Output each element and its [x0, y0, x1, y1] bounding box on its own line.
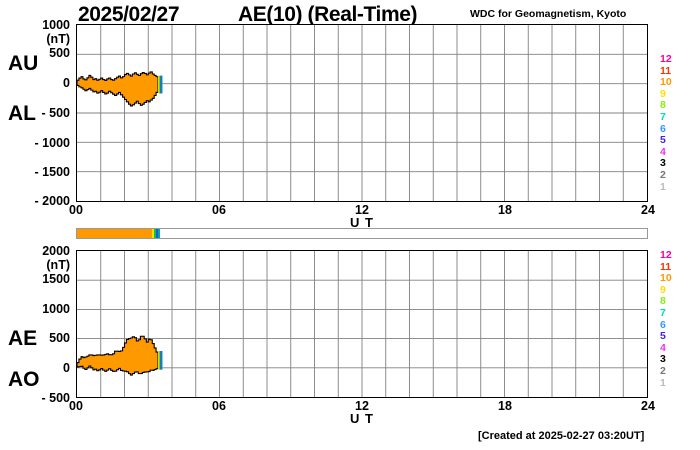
xtick-bot-24: 24: [641, 399, 655, 413]
coverage-segment-marker-yellow: [151, 229, 155, 238]
ytick-au-1000: 1000: [42, 18, 70, 32]
unit-label-top: (nT): [46, 32, 70, 46]
xtick-bot-12: 12: [355, 399, 369, 413]
ytick-au-m500: - 500: [41, 106, 71, 120]
legend-item-7: 7: [660, 306, 666, 319]
legend-item-5: 5: [660, 330, 666, 343]
legend-item-8: 8: [660, 99, 666, 112]
legend-item-9: 9: [660, 283, 666, 296]
legend-item-8: 8: [660, 295, 666, 308]
coverage-segment-marker-blue: [155, 229, 159, 238]
label-ae: AE: [8, 327, 38, 350]
ytick-ae-1000: 1000: [42, 302, 70, 316]
coverage-segment-empty: [160, 229, 647, 238]
xtick-top-06: 06: [212, 203, 226, 217]
legend-item-4: 4: [660, 145, 666, 158]
unit-label-bot: (nT): [46, 258, 70, 272]
ae-ao-plot-area: [76, 250, 648, 398]
legend-item-12: 12: [660, 53, 672, 65]
ytick-au-500: 500: [49, 46, 70, 60]
xtick-top-12: 12: [355, 203, 369, 217]
ytick-ae-500: 500: [49, 331, 70, 345]
chart-date: 2025/02/27: [78, 3, 180, 26]
coverage-segment-observed: [77, 229, 152, 238]
created-timestamp: [Created at 2025-02-27 03:20UT]: [478, 430, 645, 442]
legend-item-1: 1: [660, 376, 666, 389]
legend-item-4: 4: [660, 341, 666, 354]
xaxis-title-top: U T: [350, 215, 374, 230]
attribution-text: WDC for Geomagnetism, Kyoto: [470, 8, 627, 20]
xaxis-title-bot: U T: [350, 411, 374, 426]
legend-item-6: 6: [660, 318, 666, 331]
coverage-segment-marker-teal: [158, 229, 161, 238]
xtick-top-24: 24: [641, 203, 655, 217]
legend-item-10: 10: [660, 76, 672, 89]
legend-item-12: 12: [660, 249, 672, 261]
data-coverage-bar: [76, 228, 648, 239]
coverage-segment-marker-green: [154, 229, 156, 238]
au-al-grid: [77, 25, 647, 201]
ae-ao-grid: [77, 251, 647, 397]
ytick-ae-1500: 1500: [42, 272, 70, 286]
ytick-ae-m500: - 500: [41, 391, 71, 405]
legend-item-1: 1: [660, 180, 666, 193]
legend-item-11: 11: [660, 64, 672, 77]
xtick-bot-00: 00: [69, 399, 83, 413]
chart-title: AE(10) (Real-Time): [238, 3, 418, 26]
label-au: AU: [8, 52, 39, 75]
color-index-legend-bottom: 12 11 10 9 8 7 6 5 4 3 2 1: [660, 249, 682, 389]
ytick-ae-0: 0: [63, 361, 70, 375]
au-al-plot-area: [76, 24, 648, 202]
xtick-top-00: 00: [69, 203, 83, 217]
legend-item-7: 7: [660, 110, 666, 123]
label-al: AL: [8, 102, 36, 125]
legend-item-2: 2: [660, 364, 666, 377]
legend-item-2: 2: [660, 168, 666, 181]
ae-ao-trace: [77, 335, 163, 376]
legend-item-3: 3: [660, 353, 666, 366]
xtick-bot-06: 06: [212, 399, 226, 413]
legend-item-6: 6: [660, 122, 666, 135]
color-index-legend-top: 12 11 10 9 8 7 6 5 4 3 2 1: [660, 53, 682, 193]
xtick-bot-18: 18: [498, 399, 512, 413]
ytick-ae-2000: 2000: [42, 244, 70, 258]
ytick-au-m1000: - 1000: [34, 136, 70, 150]
legend-item-9: 9: [660, 87, 666, 100]
au-al-trace: [77, 71, 163, 107]
legend-item-11: 11: [660, 260, 672, 273]
ytick-au-0: 0: [63, 76, 70, 90]
legend-item-10: 10: [660, 272, 672, 285]
legend-item-3: 3: [660, 157, 666, 170]
ytick-au-m2000: - 2000: [34, 194, 70, 208]
label-ao: AO: [8, 368, 40, 391]
xtick-top-18: 18: [498, 203, 512, 217]
ytick-au-m1500: - 1500: [34, 165, 70, 179]
legend-item-5: 5: [660, 134, 666, 147]
